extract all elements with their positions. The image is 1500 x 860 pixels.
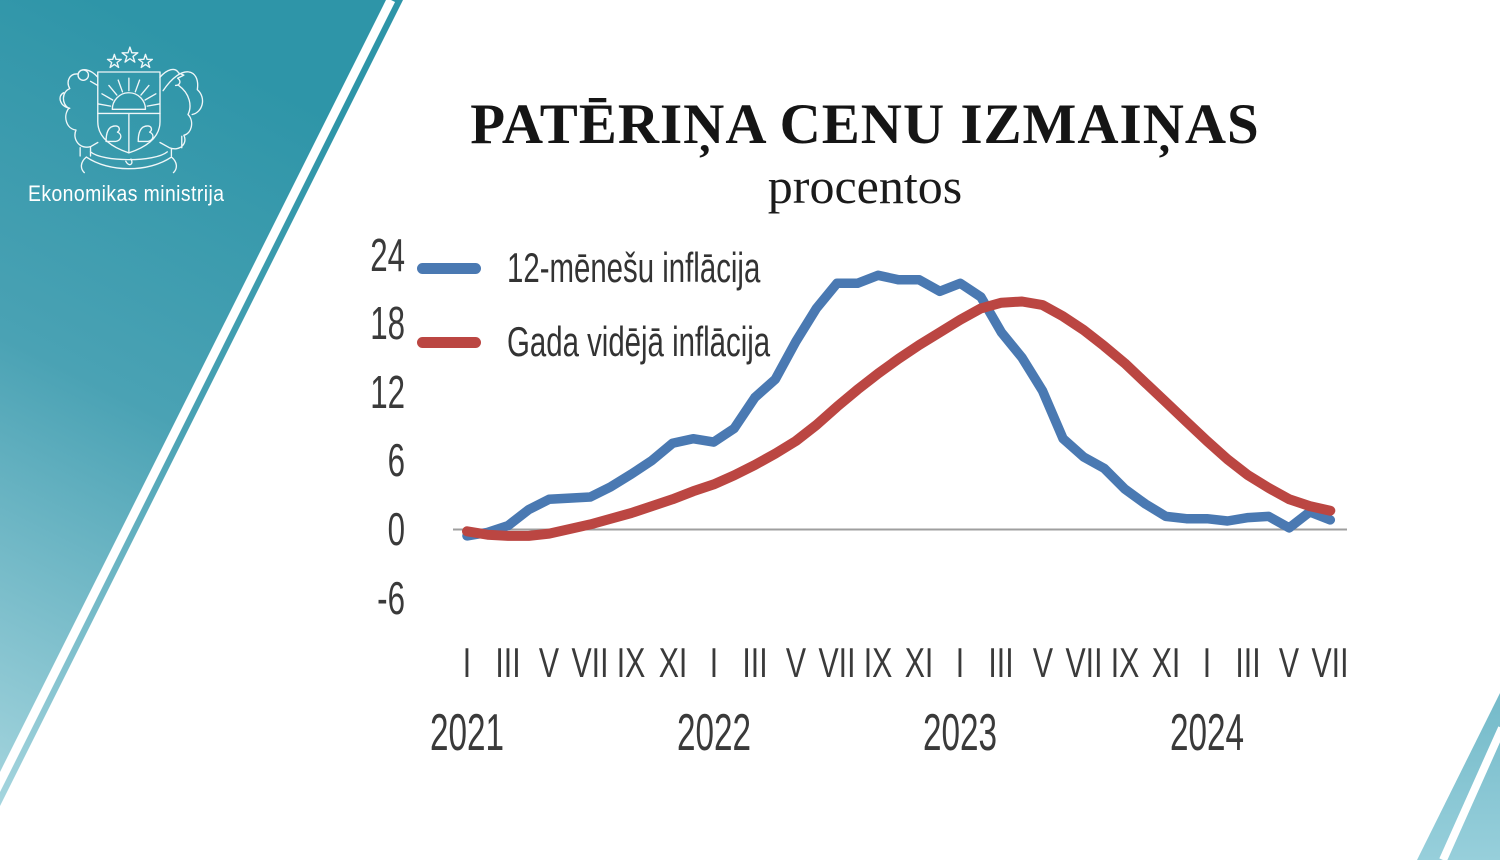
latvia-coat-of-arms-emblem [59, 46, 204, 174]
x-axis-month-tick-label: III [495, 639, 521, 686]
x-axis-month-tick-label: I [462, 639, 472, 686]
base-ribbon [80, 151, 178, 174]
x-axis-month-tick-label: III [1235, 639, 1261, 686]
y-axis-tick-label: 24 [370, 228, 405, 281]
y-axis-tick-label: 18 [370, 297, 405, 350]
lion-supporter [59, 69, 99, 157]
shield-divisions [97, 112, 161, 153]
white-diagonal-stripe-left [0, 0, 396, 793]
sun-rays [97, 77, 161, 107]
x-axis-year-label: 2021 [429, 704, 505, 762]
rising-sun [111, 92, 147, 111]
x-axis-year-label: 2023 [923, 704, 998, 762]
legend-item-12-menesu-inflacija: 12-mēnešu inflācija [417, 244, 869, 292]
star-icon [106, 53, 122, 69]
x-axis-month-tick-label: XI [658, 639, 687, 686]
legend-label: Gada vidējā inflācija [507, 318, 771, 365]
x-axis-month-tick-label: VII [818, 639, 856, 686]
legend-label: 12-mēnešu inflācija [507, 244, 761, 291]
white-diagonal-stripe-right [1439, 726, 1500, 860]
x-axis-month-tick-label: V [1279, 639, 1300, 686]
x-axis-month-tick-label: I [709, 639, 718, 686]
x-axis-month-tick-label: III [988, 639, 1015, 686]
x-axis-year-label: 2022 [676, 704, 751, 762]
legend-swatch-blue [417, 262, 481, 274]
star-icon [121, 46, 139, 63]
teal-diagonal-panel [0, 0, 403, 806]
legend-swatch-red [417, 336, 481, 348]
org-name: Ekonomikas ministrija [28, 181, 225, 206]
quarter-lion [105, 125, 122, 143]
quarter-griffin [137, 125, 154, 143]
shield-outline [97, 71, 161, 154]
x-axis-month-tick-label: VII [571, 639, 609, 686]
y-axis-tick-label: 0 [387, 503, 405, 555]
x-axis-month-tick-label: III [742, 639, 768, 686]
griffin-supporter [159, 68, 204, 157]
x-axis-month-tick-label: VII [1311, 639, 1349, 686]
x-axis-month-tick-label: I [1202, 639, 1212, 686]
x-axis-month-tick-label: V [539, 639, 560, 686]
legend-item-gada-videja-inflacija: Gada vidējā inflācija [417, 318, 883, 366]
chart-subtitle: procentos [767, 158, 963, 214]
y-axis-tick-label: 12 [370, 365, 405, 418]
x-axis-month-tick-label: VII [1065, 639, 1103, 686]
series-line-gada-videja-inflacija [462, 296, 1336, 541]
x-axis-month-tick-label: IX [863, 639, 893, 686]
series-line-12-menesu-inflacija [462, 270, 1336, 541]
x-axis-month-tick-label: XI [1151, 639, 1181, 686]
x-axis-month-tick-label: V [1032, 639, 1053, 686]
x-axis-month-tick-label: V [785, 639, 806, 686]
x-axis-month-tick-label: IX [1110, 639, 1140, 686]
chart-title: PATĒRIŅA CENU IZMAIŅAS [470, 93, 1260, 156]
x-axis-month-tick-label: XI [904, 639, 934, 686]
x-axis-month-tick-label: IX [617, 639, 646, 686]
star-icon [137, 53, 154, 69]
x-axis-year-label: 2024 [1169, 704, 1244, 762]
y-axis-tick-label: 6 [387, 434, 405, 487]
teal-corner-triangle [1417, 693, 1500, 860]
x-axis-month-tick-label: I [956, 639, 965, 686]
y-axis-tick-label: -6 [377, 571, 405, 624]
